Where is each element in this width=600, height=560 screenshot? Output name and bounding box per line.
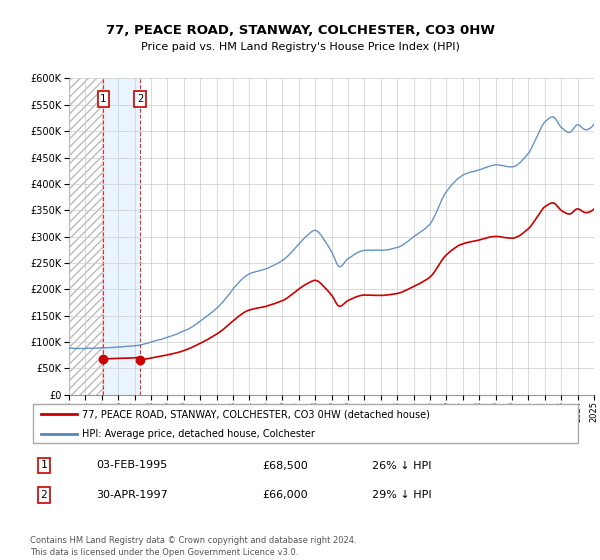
Text: Price paid vs. HM Land Registry's House Price Index (HPI): Price paid vs. HM Land Registry's House … xyxy=(140,42,460,52)
Text: 77, PEACE ROAD, STANWAY, COLCHESTER, CO3 0HW: 77, PEACE ROAD, STANWAY, COLCHESTER, CO3… xyxy=(106,24,494,37)
Text: 2: 2 xyxy=(40,490,47,500)
Text: HPI: Average price, detached house, Colchester: HPI: Average price, detached house, Colc… xyxy=(82,429,316,438)
Bar xyxy=(103,78,140,395)
Text: 29% ↓ HPI: 29% ↓ HPI xyxy=(372,490,432,500)
Text: 77, PEACE ROAD, STANWAY, COLCHESTER, CO3 0HW (detached house): 77, PEACE ROAD, STANWAY, COLCHESTER, CO3… xyxy=(82,409,430,419)
Text: 1: 1 xyxy=(40,460,47,470)
Text: £68,500: £68,500 xyxy=(262,460,308,470)
Text: 26% ↓ HPI: 26% ↓ HPI xyxy=(372,460,432,470)
Text: 1: 1 xyxy=(100,94,106,104)
Bar xyxy=(69,78,103,395)
Text: 2: 2 xyxy=(137,94,143,104)
Text: 30-APR-1997: 30-APR-1997 xyxy=(96,490,168,500)
Text: Contains HM Land Registry data © Crown copyright and database right 2024.
This d: Contains HM Land Registry data © Crown c… xyxy=(30,536,356,557)
Text: £66,000: £66,000 xyxy=(262,490,307,500)
Text: 03-FEB-1995: 03-FEB-1995 xyxy=(96,460,167,470)
FancyBboxPatch shape xyxy=(33,404,578,444)
